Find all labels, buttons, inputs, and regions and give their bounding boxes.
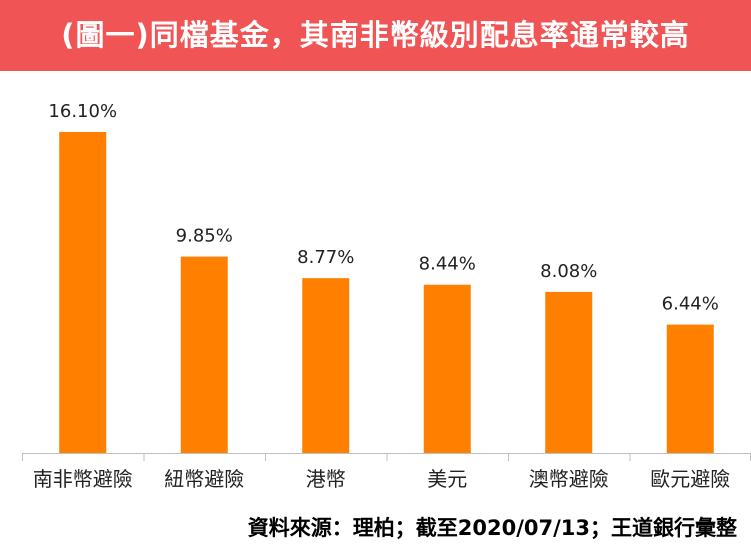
bar-chart: 16.10% 南非幣避險 9.85% 紐幣避險 8.77% 港幣 8.44% 美元 8.08% 澳… <box>22 101 751 491</box>
x-tick-label: 美元 <box>427 467 467 491</box>
bar-5 <box>545 291 593 453</box>
data-label: 8.08% <box>540 261 597 282</box>
x-tick-label: 港幣 <box>306 467 346 491</box>
bar-2 <box>180 256 228 453</box>
data-label: 9.85% <box>176 226 233 247</box>
bar-1 <box>59 132 107 453</box>
x-tick-label: 紐幣避險 <box>164 467 244 491</box>
x-tick-label: 歐元避險 <box>650 467 730 491</box>
data-label: 8.44% <box>419 254 476 275</box>
page-title: (圖一)同檔基金，其南非幣級別配息率通常較高 <box>61 18 690 52</box>
bar-6 <box>666 324 714 453</box>
data-label: 8.77% <box>297 247 354 268</box>
source-note: 資料來源：理柏；截至2020/07/13；王道銀行彙整 <box>247 516 737 540</box>
data-label: 16.10% <box>48 101 117 122</box>
bar-4 <box>423 284 471 453</box>
x-tick-label: 南非幣避險 <box>33 467 133 491</box>
x-tick-label: 澳幣避險 <box>529 467 609 491</box>
bar-3 <box>302 278 350 453</box>
title-banner: (圖一)同檔基金，其南非幣級別配息率通常較高 <box>0 0 751 71</box>
data-label: 6.44% <box>662 294 719 315</box>
